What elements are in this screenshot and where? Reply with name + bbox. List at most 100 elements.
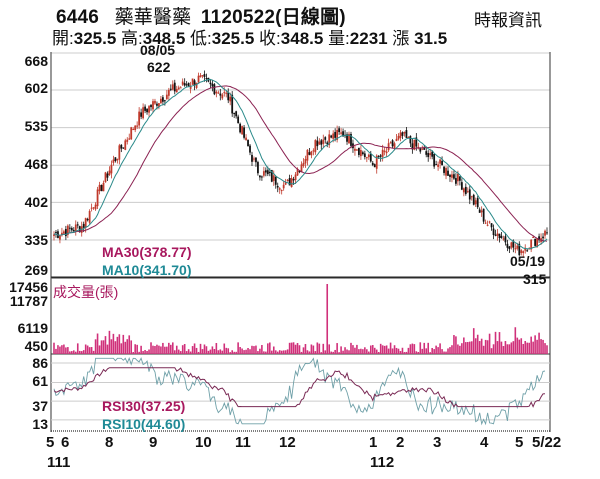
volume-bar bbox=[138, 351, 140, 354]
candle-body bbox=[268, 171, 271, 173]
candle-body bbox=[318, 141, 321, 145]
candle-body bbox=[243, 127, 245, 138]
volume-bar bbox=[292, 342, 295, 354]
volume-title: 成交量(張) bbox=[53, 284, 119, 300]
volume-bar bbox=[476, 334, 479, 354]
volume-label: 量: bbox=[328, 29, 350, 48]
volume-bar bbox=[288, 342, 291, 354]
candle-body bbox=[148, 106, 150, 113]
candle-body bbox=[146, 108, 148, 113]
candle-body bbox=[516, 245, 519, 249]
candle-body bbox=[369, 153, 372, 162]
candle-body bbox=[464, 186, 467, 194]
candle-body bbox=[512, 240, 515, 248]
volume-bar bbox=[320, 352, 323, 354]
candle-body bbox=[134, 125, 137, 131]
volume-bar bbox=[546, 345, 548, 354]
volume-bar bbox=[124, 341, 127, 354]
volume-bar bbox=[369, 345, 372, 354]
volume-bar bbox=[415, 351, 418, 354]
candle-body bbox=[106, 173, 109, 178]
volume-bar bbox=[114, 341, 117, 354]
volume-bar bbox=[245, 349, 247, 354]
candle-body bbox=[213, 84, 216, 95]
candle-body bbox=[142, 107, 144, 119]
candle-body bbox=[245, 137, 247, 140]
volume-bar bbox=[280, 350, 283, 354]
high-value: 348.5 bbox=[142, 29, 186, 48]
candle-body bbox=[391, 140, 394, 147]
volume-bar bbox=[249, 349, 251, 354]
candle-body bbox=[124, 140, 127, 150]
volume-bar bbox=[330, 351, 332, 354]
candle-body bbox=[338, 128, 341, 133]
volume-bar bbox=[298, 345, 301, 354]
volume-bar bbox=[152, 345, 154, 354]
rsi-tick: 61 bbox=[32, 373, 48, 389]
candle-body bbox=[314, 140, 317, 153]
volume-bar bbox=[324, 350, 327, 354]
volume-bar bbox=[435, 345, 437, 354]
volume-bar bbox=[350, 342, 352, 354]
volume-bar bbox=[175, 345, 178, 354]
candle-body bbox=[324, 137, 327, 140]
candle-body bbox=[500, 235, 503, 238]
volume-bar bbox=[470, 341, 473, 354]
volume-bar bbox=[201, 349, 204, 354]
candle-body bbox=[78, 226, 81, 233]
volume-bar bbox=[540, 339, 542, 354]
candle-body bbox=[447, 170, 449, 176]
volume-bar bbox=[496, 341, 499, 354]
volume-bar bbox=[96, 333, 99, 354]
volume-bar bbox=[154, 346, 156, 354]
volume-bar bbox=[502, 346, 505, 354]
candle-body bbox=[233, 112, 236, 115]
volume-bar bbox=[409, 344, 412, 354]
candle-body bbox=[171, 84, 174, 90]
candle-body bbox=[209, 82, 212, 85]
candle-body bbox=[393, 143, 396, 148]
volume-bar bbox=[55, 348, 57, 354]
volume-bar bbox=[108, 330, 111, 354]
volume-bar bbox=[506, 344, 509, 354]
candle-body bbox=[68, 227, 71, 229]
candle-body bbox=[441, 161, 443, 166]
volume-bar bbox=[457, 344, 459, 354]
volume-bar bbox=[217, 350, 220, 354]
candle-body bbox=[536, 238, 539, 247]
volume-bar bbox=[334, 349, 336, 354]
volume-bar bbox=[136, 344, 138, 354]
volume-bar bbox=[488, 333, 491, 354]
candle-body bbox=[490, 223, 493, 228]
volume-bar bbox=[209, 349, 212, 354]
candle-body bbox=[165, 94, 168, 100]
volume-bar bbox=[90, 347, 93, 354]
volume-bar bbox=[221, 350, 224, 354]
volume-bar bbox=[395, 347, 398, 354]
candle-body bbox=[514, 248, 517, 250]
volume-bar bbox=[255, 345, 257, 354]
volume-bar bbox=[536, 339, 538, 354]
volume-bar bbox=[447, 348, 449, 354]
candle-body bbox=[480, 210, 483, 213]
low-value-annotation: 315 bbox=[523, 271, 547, 287]
volume-bar bbox=[112, 333, 115, 354]
candle-body bbox=[387, 143, 390, 151]
volume-tick: 11787 bbox=[9, 293, 48, 309]
volume-bar bbox=[318, 343, 321, 354]
volume-bar bbox=[504, 341, 507, 354]
volume-bar bbox=[104, 336, 107, 354]
candle-body bbox=[211, 83, 214, 87]
candle-body bbox=[122, 147, 125, 149]
ma30-legend: MA30(378.77) bbox=[102, 244, 192, 260]
candle-body bbox=[300, 164, 303, 173]
volume-bar bbox=[467, 342, 469, 354]
candle-body bbox=[169, 88, 172, 90]
candle-body bbox=[217, 92, 220, 94]
candle-body bbox=[193, 80, 196, 86]
volume-bar bbox=[233, 351, 235, 354]
volume-bar bbox=[338, 352, 340, 354]
rsi10-line bbox=[53, 357, 546, 426]
volume-bar bbox=[278, 350, 281, 354]
candle-body bbox=[348, 133, 350, 144]
